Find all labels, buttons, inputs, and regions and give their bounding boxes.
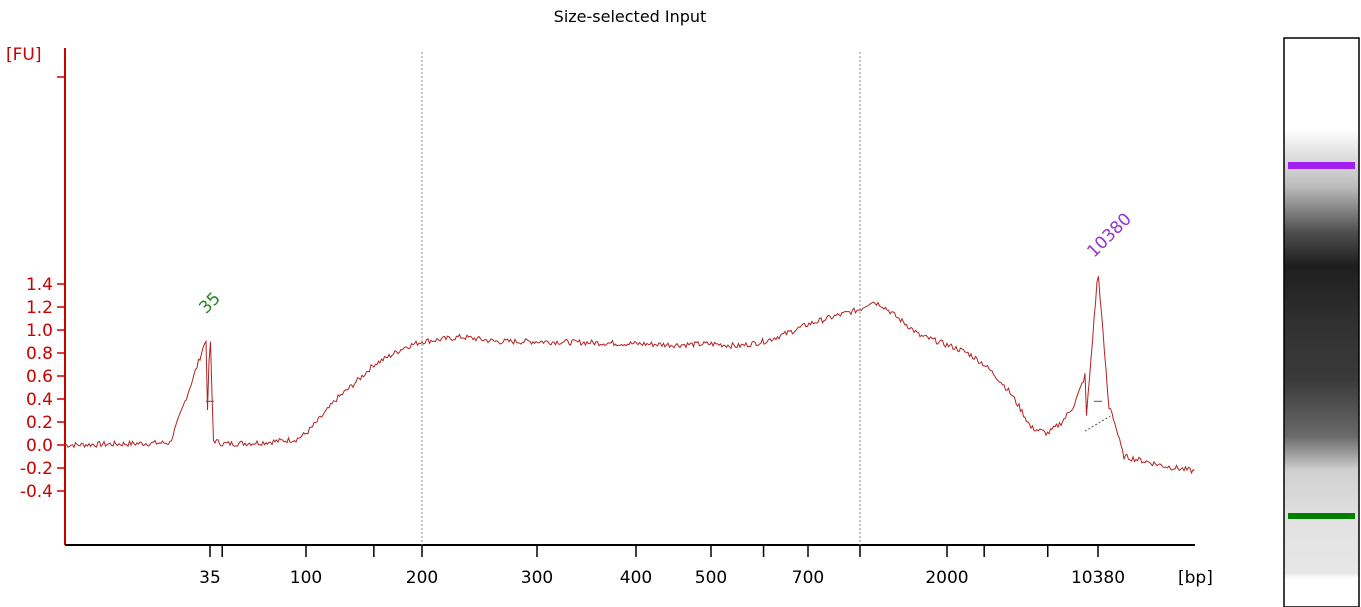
y-axis-label: [FU] — [6, 45, 42, 65]
x-tick-label: 200 — [406, 568, 438, 588]
gel-lane — [1283, 37, 1360, 607]
peak-label: 10380 — [1083, 209, 1135, 261]
x-tick-label: 500 — [695, 568, 727, 588]
x-tick-label: 700 — [792, 568, 824, 588]
chart-title: Size-selected Input — [554, 7, 707, 26]
x-tick-label: 35 — [199, 568, 221, 588]
peak-baseline — [1084, 415, 1111, 432]
y-tick-label: 0.0 — [26, 436, 53, 456]
y-tick-label: 0.2 — [26, 413, 53, 433]
y-tick-label: -0.4 — [20, 482, 53, 502]
y-tick-label: 1.2 — [26, 298, 53, 318]
signal-trace — [64, 276, 1195, 475]
x-tick-label: 2000 — [925, 568, 968, 588]
x-tick-label: 100 — [290, 568, 322, 588]
y-tick-label: 1.4 — [26, 275, 53, 295]
x-tick-label: 300 — [521, 568, 553, 588]
peak-label: 35 — [195, 289, 224, 318]
y-tick-label: 1.0 — [26, 321, 53, 341]
gel-lane-image — [1283, 37, 1360, 607]
x-axis: 35 100 200 300 400 500 700 2000 10380 — [65, 544, 1195, 588]
y-tick-label: 0.8 — [26, 344, 53, 364]
reference-lines — [421, 52, 861, 545]
y-axis: 1.4 1.2 1.0 0.8 0.6 0.4 0.2 0.0 -0.2 -0.4 — [20, 48, 66, 545]
y-tick-label: 0.6 — [26, 367, 53, 387]
x-tick-label: 10380 — [1071, 568, 1125, 588]
x-tick-label: 400 — [620, 568, 652, 588]
y-tick-label: -0.2 — [20, 459, 53, 479]
plot-area: 35 10380 — [64, 209, 1195, 475]
gel-band-lower-marker — [1288, 513, 1355, 519]
gel-band-upper-marker — [1288, 162, 1355, 169]
x-axis-label: [bp] — [1178, 568, 1213, 588]
y-tick-label: 0.4 — [26, 390, 53, 410]
